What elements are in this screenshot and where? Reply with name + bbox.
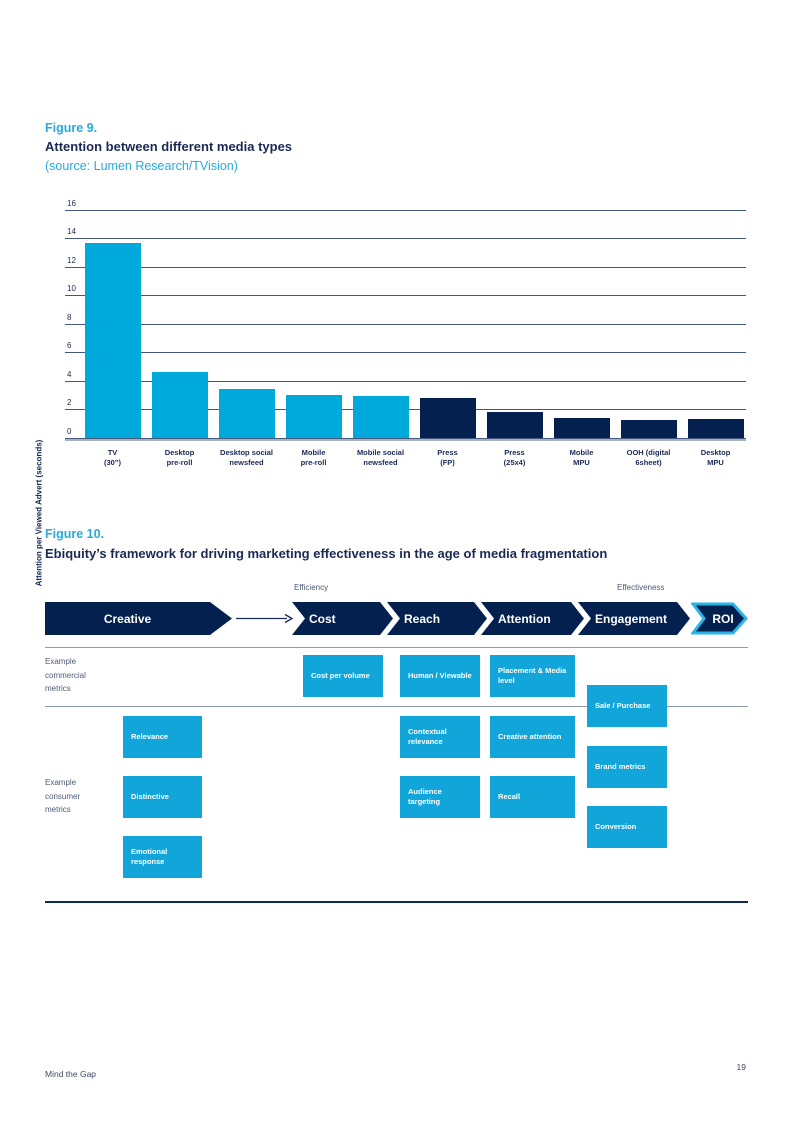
- metric-box-brand-metrics: Brand metrics: [587, 746, 667, 788]
- x-category-label: Desktop social newsfeed: [220, 448, 273, 467]
- metric-box-sale-purchase: Sale / Purchase: [587, 685, 667, 727]
- x-category-label: Press (FP): [437, 448, 458, 467]
- stage-reach: Reach: [387, 602, 487, 635]
- metric-box-creative-attention: Creative attention: [490, 716, 575, 758]
- fig9-plot: Attention per Viewed Advert (seconds) 0 2…: [35, 195, 746, 586]
- y-tick-label: 4: [67, 369, 72, 379]
- stage-cost: Cost: [292, 602, 393, 635]
- stage-roi: ROI: [689, 602, 749, 635]
- commercial-metrics-label: Example commercial metrics: [45, 657, 86, 693]
- figure9-label: Figure 9.: [45, 121, 98, 135]
- x-category-label: Mobile pre-roll: [300, 448, 327, 467]
- metric-box-emotional-response: Emotional response: [123, 836, 202, 878]
- y-tick-label: 0: [67, 426, 72, 436]
- metric-box-contextual-relevance: Contextual relevance: [400, 716, 480, 758]
- y-tick-label: 2: [67, 398, 72, 408]
- y-tick-label: 8: [67, 312, 72, 322]
- consumer-metrics-label: Example consumer metrics: [45, 778, 81, 814]
- x-category-label: Mobile social newsfeed: [356, 448, 405, 467]
- x-category-label: Press (25x4): [503, 448, 526, 467]
- bar-mobile-social-newsfeed: [352, 396, 409, 438]
- gridline: [65, 210, 746, 211]
- bar-mobile-pre-roll: [285, 394, 342, 438]
- metric-box-distinctive: Distinctive: [123, 776, 202, 818]
- y-tick-label: 12: [67, 255, 76, 265]
- y-tick-label: 10: [67, 284, 76, 294]
- bar-tv-30-: [84, 242, 141, 438]
- figure10-title: Ebiquity’s framework for driving marketi…: [45, 546, 608, 561]
- metric-box-placement-media-level: Placement & Media level: [490, 655, 575, 697]
- x-category-label: Desktop MPU: [700, 448, 731, 467]
- x-category-label: Mobile MPU: [569, 448, 594, 467]
- gridline: [65, 295, 746, 297]
- gridline: [65, 352, 746, 354]
- x-category-label: TV (30”): [103, 448, 122, 467]
- divider-bottom: [45, 901, 748, 903]
- bar-press-25x4-: [486, 411, 543, 438]
- efficiency-label: Efficiency: [294, 583, 329, 592]
- y-tick-label: 16: [67, 199, 76, 208]
- bar-desktop-pre-roll: [151, 372, 208, 438]
- bar-ooh-digital-6sheet-: [620, 420, 677, 438]
- y-axis-title: Attention per Viewed Advert (seconds): [34, 439, 44, 587]
- metric-box-human-viewable: Human / Viewable: [400, 655, 480, 697]
- gridline: [65, 380, 746, 382]
- gridline: [65, 437, 746, 439]
- y-tick-label: 14: [67, 227, 76, 237]
- gridline: [65, 238, 746, 240]
- flow-arrow-icon: [236, 613, 294, 624]
- page-number: 19: [736, 1062, 746, 1072]
- divider-top: [45, 647, 748, 648]
- metric-box-cost-per-volume: Cost per volume: [303, 655, 383, 697]
- footer-title: Mind the Gap: [45, 1069, 97, 1079]
- metric-box-recall: Recall: [490, 776, 575, 818]
- metric-box-conversion: Conversion: [587, 806, 667, 848]
- bar-press-fp-: [419, 397, 476, 438]
- gridline: [65, 323, 746, 325]
- bar-desktop-social-newsfeed: [218, 389, 275, 438]
- figure9-source: (source: Lumen Research/TVision): [45, 159, 238, 173]
- effectiveness-label: Effectiveness: [617, 583, 665, 592]
- y-tick-label: 6: [67, 341, 72, 351]
- stage-engagement: Engagement: [578, 602, 690, 635]
- x-axis-baseline: [65, 438, 746, 441]
- attention-bar-chart: Attention per Viewed Advert (seconds) 0 2…: [0, 0, 793, 586]
- bar-desktop-mpu: [687, 419, 744, 438]
- figure10-label: Figure 10.: [45, 527, 105, 541]
- bar-mobile-mpu: [553, 417, 610, 438]
- stage-creative: Creative: [45, 602, 232, 635]
- figure9-title: Attention between different media types: [45, 139, 293, 154]
- gridline: [65, 266, 746, 268]
- metric-box-relevance: Relevance: [123, 716, 202, 758]
- divider-middle: [45, 706, 748, 707]
- metric-box-audience-targeting: Audience targeting: [400, 776, 480, 818]
- x-category-label: Desktop pre-roll: [164, 448, 195, 467]
- stage-attention: Attention: [481, 602, 584, 635]
- x-category-label: OOH (digital 6sheet): [626, 448, 671, 467]
- roi-chevron-outline-icon: [689, 602, 749, 635]
